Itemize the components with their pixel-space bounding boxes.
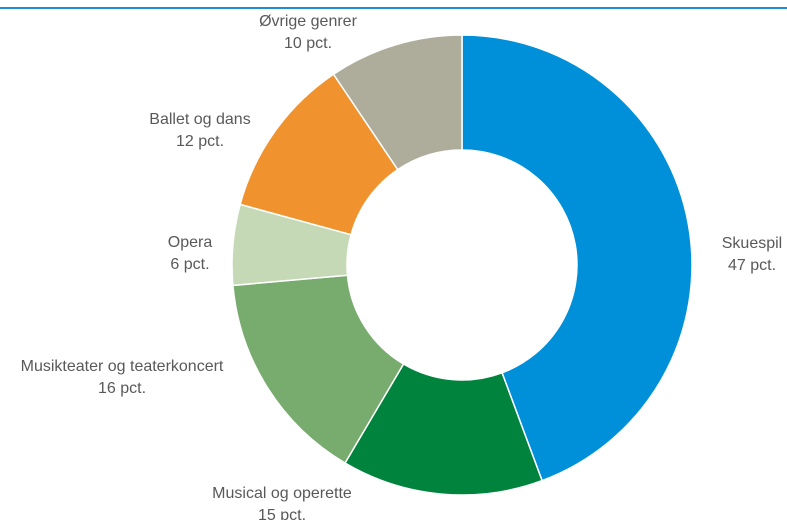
slice-label: Musical og operette 15 pct. bbox=[212, 485, 352, 520]
slice-label-value: 6 pct. bbox=[170, 256, 209, 273]
slice-label: Øvrige genrer 10 pct. bbox=[259, 13, 357, 52]
slice-label-name: Øvrige genrer bbox=[259, 13, 357, 30]
slice-label-value: 15 pct. bbox=[258, 507, 306, 520]
slice-label: Skuespil 47 pct. bbox=[722, 235, 782, 274]
slice-label-name: Musical og operette bbox=[212, 485, 352, 502]
slice-label-name: Skuespil bbox=[722, 235, 782, 252]
slice-musical-og-operette bbox=[344, 362, 544, 496]
slice-skuespil bbox=[461, 34, 693, 482]
slice-label: Musikteater og teaterkoncert 16 pct. bbox=[21, 358, 224, 397]
slice-label: Ballet og dans 12 pct. bbox=[149, 111, 250, 150]
slice-øvrige-genrer bbox=[332, 34, 463, 171]
slice-label-name: Opera bbox=[168, 234, 213, 251]
top-rule bbox=[0, 7, 787, 9]
slice-label: Opera 6 pct. bbox=[168, 234, 213, 273]
slice-musikteater-og-teaterkoncert bbox=[232, 274, 405, 465]
slice-label-value: 10 pct. bbox=[284, 35, 332, 52]
slice-label-name: Ballet og dans bbox=[149, 111, 250, 128]
slice-label-value: 47 pct. bbox=[728, 257, 776, 274]
slice-label-name: Musikteater og teaterkoncert bbox=[21, 358, 224, 375]
slice-label-value: 16 pct. bbox=[98, 380, 146, 397]
slice-label-value: 12 pct. bbox=[176, 133, 224, 150]
